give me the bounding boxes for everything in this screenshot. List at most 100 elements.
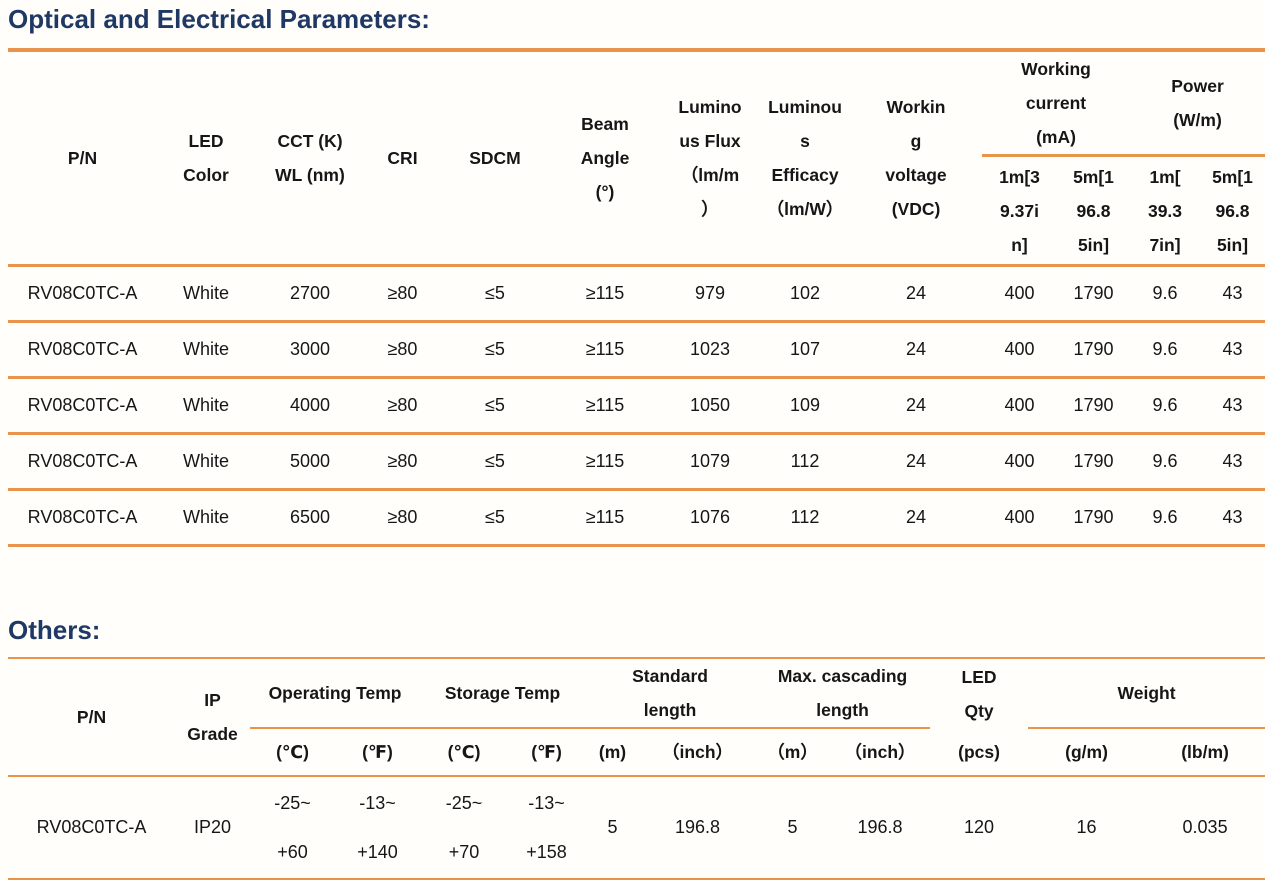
table-cell: ≥80 [387, 451, 418, 471]
header-led-qty-pcs: (pcs) [958, 741, 1000, 762]
table-cell: 16 [1076, 817, 1097, 837]
table-cell: ≥80 [387, 339, 418, 359]
header-max-cascading-group: Max. cascading length [755, 658, 931, 729]
table-cell: ≤5 [485, 507, 505, 527]
header-working-voltage: Workin g voltage (VDC) [885, 97, 947, 219]
table-cell: ≥80 [387, 507, 418, 527]
table-row: RV08C0TC-A IP20 -25~ +60 -13~ +140 -25~ +70 -… [8, 776, 1265, 879]
header-pn: P/N [76, 707, 107, 727]
table-cell: ≤5 [485, 283, 505, 303]
table-cell: 1079 [689, 451, 731, 471]
table-cell: RV08C0TC-A [27, 395, 138, 415]
header-current-5m: 5m[1 96.8 5in] [1073, 166, 1114, 255]
others-table-body: RV08C0TC-A IP20 -25~ +60 -13~ +140 -25~ +70 -… [8, 776, 1265, 879]
header-pn: P/N [67, 148, 98, 168]
header-cri: CRI [387, 148, 418, 168]
header-weight-lbm: (lb/m) [1181, 742, 1229, 762]
table-cell: 109 [789, 395, 821, 415]
table-cell: RV08C0TC-A [27, 283, 138, 303]
header-cascading-m: （m） [767, 742, 818, 762]
table-cell: 400 [1004, 339, 1035, 359]
table-cell: 107 [789, 339, 821, 359]
table-cell: White [182, 451, 229, 471]
table-row: RV08C0TC-A White 2700 ≥80 ≤5 ≥115 979 102 24 400 1… [8, 266, 1265, 322]
header-power-group: Power (W/m) [1130, 50, 1265, 157]
table-cell: RV08C0TC-A [27, 339, 138, 359]
table-cell: 102 [789, 283, 821, 303]
table-cell: 43 [1222, 395, 1243, 415]
table-cell: White [182, 339, 229, 359]
table-cell: 112 [790, 507, 820, 527]
table-cell: 400 [1004, 507, 1035, 527]
table-cell: -13~ +140 [357, 792, 398, 862]
others-header-row-1: P/N IP Grade Operating Temp Storage Temp… [8, 658, 1265, 744]
table-cell: ≥115 [585, 507, 625, 527]
table-row: RV08C0TC-A White 3000 ≥80 ≤5 ≥115 1023 107 24 400… [8, 322, 1265, 378]
optical-section-title: Optical and Electrical Parameters: [8, 4, 430, 34]
table-cell: 43 [1222, 507, 1243, 527]
table-cell: IP20 [193, 817, 232, 837]
table-cell: ≥115 [585, 395, 625, 415]
table-cell: 400 [1004, 395, 1035, 415]
table-cell: 9.6 [1152, 339, 1178, 359]
table-cell: 2700 [289, 283, 331, 303]
table-cell: White [182, 395, 229, 415]
table-cell: 1023 [689, 339, 731, 359]
table-cell: RV08C0TC-A [27, 507, 138, 527]
table-cell: 24 [905, 507, 927, 527]
table-cell: 5000 [289, 451, 331, 471]
table-cell: 1790 [1073, 395, 1114, 415]
table-cell: White [182, 507, 229, 527]
table-cell: 9.6 [1152, 507, 1178, 527]
table-cell: White [182, 283, 229, 303]
table-cell: 1790 [1073, 339, 1114, 359]
others-section-title: Others: [8, 615, 101, 645]
header-power-1m: 1m[ 39.3 7in] [1147, 166, 1183, 255]
table-cell: 1076 [689, 507, 731, 527]
table-cell: 9.6 [1152, 395, 1178, 415]
table-cell: 24 [905, 339, 927, 359]
header-operating-f: (℉) [362, 742, 393, 762]
table-cell: 43 [1222, 451, 1243, 471]
table-cell: -25~ +70 [445, 792, 483, 862]
header-current-1m: 1m[3 9.37i n] [999, 166, 1040, 255]
header-ip-grade: IP Grade [187, 690, 238, 744]
optical-electrical-table: P/N LED Color CCT (K) WL (nm) CRI SDCM B… [8, 48, 1265, 547]
table-cell: 24 [905, 395, 927, 415]
header-operating-temp-group: Operating Temp [250, 658, 421, 729]
header-working-current-group: Working current (mA) [982, 50, 1130, 157]
table-cell: 6500 [289, 507, 331, 527]
table-cell: 9.6 [1152, 451, 1178, 471]
header-luminous-flux: Lumino us Flux （lm/m ） [678, 97, 742, 219]
header-power-5m: 5m[1 96.8 5in] [1212, 166, 1253, 255]
table-cell: 1790 [1073, 283, 1114, 303]
table-cell: RV08C0TC-A [27, 451, 138, 471]
table-cell: ≥115 [585, 283, 625, 303]
table-cell: ≥115 [585, 339, 625, 359]
header-standard-length-group: Standard length [585, 658, 756, 729]
table-cell: 1790 [1073, 507, 1114, 527]
table-cell: ≤5 [485, 451, 505, 471]
header-standard-inch: （inch） [662, 742, 734, 762]
table-cell: 0.035 [1182, 817, 1228, 837]
header-weight-gm: (g/m) [1065, 742, 1108, 762]
table-cell: RV08C0TC-A [36, 817, 147, 837]
table-cell: 24 [905, 451, 927, 471]
table-cell: 9.6 [1152, 283, 1178, 303]
table-row: RV08C0TC-A White 4000 ≥80 ≤5 ≥115 1050 109 24 400… [8, 378, 1265, 434]
table-cell: -25~ +60 [274, 792, 311, 862]
table-cell: ≤5 [485, 339, 505, 359]
table-cell: 4000 [289, 395, 331, 415]
table-cell: 5 [607, 817, 618, 837]
table-cell: 400 [1004, 451, 1035, 471]
table-cell: 5 [787, 817, 798, 837]
table-cell: 196.8 [675, 817, 721, 837]
optical-header-row-1: P/N LED Color CCT (K) WL (nm) CRI SDCM B… [8, 50, 1265, 219]
optical-table-body: RV08C0TC-A White 2700 ≥80 ≤5 ≥115 979 102 24 400 1… [8, 266, 1265, 546]
table-cell: ≥80 [387, 283, 418, 303]
table-cell: 112 [790, 451, 820, 471]
table-cell: 979 [694, 283, 726, 303]
header-beam-angle: Beam Angle (°) [580, 114, 630, 202]
header-standard-m: (m) [598, 742, 627, 762]
